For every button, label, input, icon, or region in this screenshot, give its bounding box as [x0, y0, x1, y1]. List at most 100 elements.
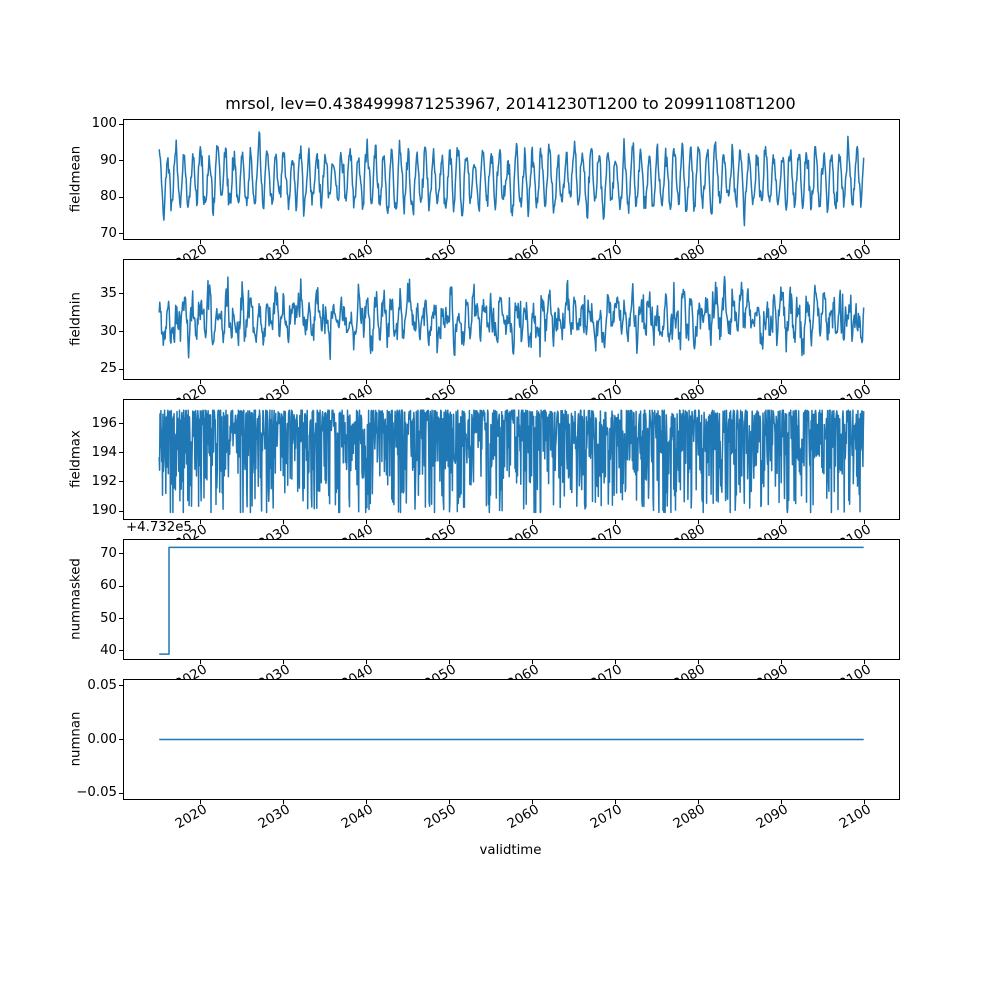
x-tick-mark [366, 380, 368, 384]
y-tick-mark [119, 650, 123, 652]
y-tick-label: 30 [100, 323, 117, 339]
x-tick-label: 2020 [172, 802, 210, 833]
y-tick-mark [119, 481, 123, 483]
subplot-nummasked: nummasked +4.732e5 40 50 60 70 2020 2030 2040 2… [69, 520, 900, 692]
x-tick-mark [615, 240, 617, 244]
x-tick-mark [781, 240, 783, 244]
x-tick-mark [781, 380, 783, 384]
ylabel-nummasked: nummasked [68, 558, 84, 640]
x-tick-mark [283, 800, 285, 804]
x-tick-mark [449, 520, 451, 524]
x-tick-mark [864, 660, 866, 664]
x-tick-mark [532, 380, 534, 384]
x-tick-mark [781, 800, 783, 804]
x-tick-mark [698, 520, 700, 524]
x-tick-label: 2080 [671, 802, 708, 833]
data-line-fieldmax [158, 409, 865, 514]
x-tick-mark [532, 800, 534, 804]
y-tick-label: 100 [91, 116, 117, 132]
y-tick-label: 25 [100, 361, 117, 377]
x-tick-mark [864, 800, 866, 804]
y-tick-label: 40 [100, 642, 117, 658]
x-tick-mark [864, 240, 866, 244]
line-chart-svg [158, 131, 865, 227]
y-tick-mark [119, 123, 123, 125]
x-tick-mark [449, 380, 451, 384]
y-tick-mark [119, 368, 123, 370]
plot-title: mrsol, lev=0.4384999871253967, 20141230T… [225, 94, 796, 113]
subplot-fieldmean: fieldmean 70 80 90 100 2020 2030 2040 2050 2060 2… [69, 116, 900, 272]
y-tick-mark [119, 196, 123, 198]
x-tick-mark [615, 380, 617, 384]
y-tick-mark [119, 739, 123, 740]
subplot-fieldmin: fieldmin 25 30 35 2020 2030 2040 2050 2060 2070 2… [69, 259, 900, 412]
y-tick-label: 70 [100, 545, 117, 561]
x-tick-mark [864, 520, 866, 524]
y-tick-label: 0.05 [87, 677, 117, 693]
x-tick-label: 2100 [837, 802, 874, 833]
y-tick-label: 0.00 [87, 731, 117, 747]
y-tick-mark [119, 510, 123, 512]
line-chart-svg [159, 546, 864, 655]
ylabel-fieldmean: fieldmean [68, 145, 84, 213]
x-tick-mark [615, 520, 617, 524]
x-tick-mark [200, 520, 202, 524]
x-tick-mark [615, 660, 617, 664]
y-tick-mark [119, 553, 123, 555]
x-tick-mark [532, 240, 534, 244]
line-chart-svg [158, 275, 865, 361]
y-tick-mark [119, 331, 123, 333]
ylabel-numnan: numnan [68, 711, 84, 767]
x-tick-mark [283, 240, 285, 244]
line-chart-svg [158, 409, 865, 514]
x-tick-mark [200, 380, 202, 384]
y-tick-label: 190 [91, 503, 117, 519]
x-tick-mark [200, 660, 202, 664]
x-tick-mark [200, 240, 202, 244]
y-tick-label: 70 [100, 225, 117, 241]
x-tick-mark [698, 240, 700, 244]
ylabel-fieldmax: fieldmax [68, 430, 84, 488]
x-tick-mark [864, 380, 866, 384]
data-line-nummasked [159, 546, 864, 655]
x-tick-mark [366, 240, 368, 244]
x-tick-mark [781, 660, 783, 664]
x-tick-mark [615, 800, 617, 804]
x-tick-mark [449, 660, 451, 664]
x-tick-mark [366, 520, 368, 524]
x-tick-mark [200, 800, 202, 804]
x-axis-label: validtime [479, 843, 542, 858]
y-tick-label: 50 [100, 610, 117, 626]
x-tick-label: 2090 [754, 802, 791, 833]
axis-offset-label: +4.732e5 [126, 520, 192, 535]
x-tick-label: 2050 [422, 802, 459, 833]
y-tick-label: 196 [91, 415, 117, 431]
x-tick-label: 2040 [339, 802, 376, 833]
ylabel-fieldmin: fieldmin [68, 292, 84, 346]
y-tick-label: 80 [100, 189, 117, 205]
y-tick-label: 90 [100, 152, 117, 168]
y-tick-label: 35 [100, 285, 117, 301]
x-tick-mark [449, 800, 451, 804]
y-tick-mark [119, 585, 123, 587]
x-tick-mark [366, 800, 368, 804]
y-tick-mark [119, 293, 123, 295]
y-tick-label: 192 [91, 473, 117, 489]
y-tick-mark [119, 233, 123, 235]
subplot-numnan: numnan −0.05 0.00 0.05 2020 2030 2040 2050 2060… [69, 678, 900, 832]
data-line-fieldmin [158, 275, 865, 361]
x-tick-mark [532, 660, 534, 664]
x-tick-mark [781, 520, 783, 524]
x-tick-mark [698, 660, 700, 664]
y-tick-mark [119, 452, 123, 454]
x-tick-mark [366, 660, 368, 664]
x-tick-mark [449, 240, 451, 244]
x-tick-mark [283, 520, 285, 524]
x-tick-label: 2030 [256, 802, 293, 833]
y-tick-mark [119, 618, 123, 620]
x-tick-mark [698, 800, 700, 804]
y-tick-label: 194 [91, 444, 117, 460]
x-tick-mark [283, 660, 285, 664]
x-tick-mark [283, 380, 285, 384]
y-tick-mark [119, 685, 123, 687]
